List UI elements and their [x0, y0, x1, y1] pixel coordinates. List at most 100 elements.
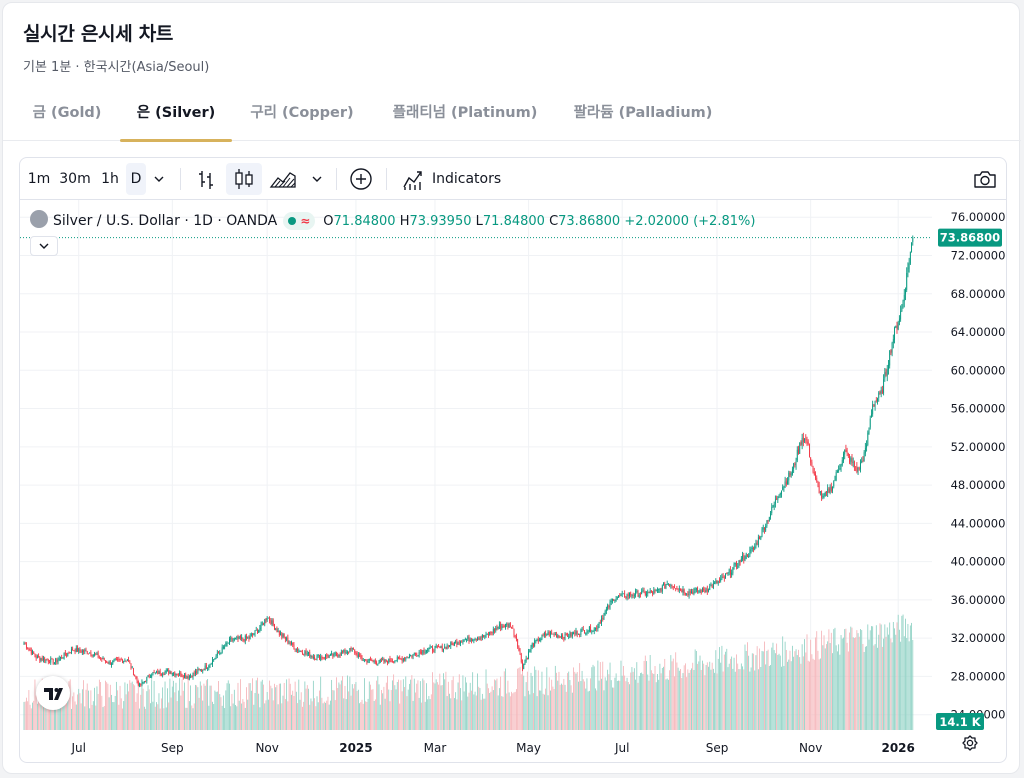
candle-body [131, 667, 133, 669]
volume-bar [122, 708, 123, 730]
candle-style-button[interactable] [226, 163, 262, 195]
volume-bar [112, 702, 114, 730]
candle-body [73, 650, 75, 652]
volume-bar [479, 688, 481, 730]
volume-bar [852, 637, 854, 730]
candle-body [576, 631, 578, 635]
candle-body [669, 584, 671, 586]
volume-bar [222, 695, 224, 730]
candle-body [717, 580, 719, 584]
compare-symbol-button[interactable] [344, 163, 378, 195]
chart-area[interactable]: 76.00000 72.00000 68.00000 64.00000 60.00000… [20, 200, 1006, 763]
candle-body [574, 632, 576, 634]
tab-copper[interactable]: 구리 (Copper) [250, 105, 354, 121]
volume-bar [680, 669, 681, 730]
volume-bar [68, 681, 70, 730]
volume-bar [105, 680, 106, 730]
candle-body [542, 634, 544, 636]
legend-collapse-button[interactable] [30, 236, 58, 256]
volume-bar [728, 663, 730, 730]
candle-body [239, 636, 241, 639]
candle-body [142, 681, 144, 683]
candle-body [396, 657, 398, 661]
bar-chart-icon [199, 171, 213, 189]
candlestick-icon [235, 169, 253, 189]
volume-bar [40, 700, 42, 730]
interval-30m-button[interactable]: 30m [59, 171, 91, 187]
volume-bar [154, 706, 156, 730]
volume-bar [286, 679, 288, 730]
candle-body [635, 591, 636, 595]
candle-body [852, 461, 854, 463]
candle-body [827, 488, 829, 493]
candle-body [757, 537, 759, 546]
price-chart[interactable]: 76.0000072.0000068.0000064.0000060.00000… [20, 200, 1006, 763]
candle-body [723, 577, 725, 579]
snapshot-button[interactable] [970, 163, 1000, 195]
volume-bar [789, 650, 791, 730]
candle-body [519, 649, 521, 655]
volume-bar [174, 692, 176, 730]
volume-bar [503, 671, 505, 730]
candle-body [799, 442, 801, 454]
candle-body [861, 460, 863, 463]
candle-body [86, 650, 88, 654]
volume-bar [316, 696, 318, 730]
candle-body [849, 455, 850, 463]
candle-body [539, 640, 540, 642]
tab-platinum[interactable]: 플래티넘 (Platinum) [392, 105, 538, 121]
volume-bar [747, 642, 748, 730]
volume-bar [632, 671, 634, 730]
candle-body [89, 652, 91, 654]
candle-body [70, 649, 72, 654]
candle-body [292, 642, 294, 645]
volume-bar [272, 700, 274, 730]
indicators-button[interactable]: Indicators [396, 163, 506, 195]
volume-bar [777, 654, 779, 730]
candle-body [781, 490, 782, 494]
interval-1h-button[interactable]: 1h [101, 171, 119, 187]
bar-style-button[interactable] [190, 163, 222, 195]
candle-body [457, 642, 459, 645]
chart-style-dropdown-button[interactable] [306, 163, 328, 195]
candle-body [822, 495, 824, 498]
candle-body [500, 623, 502, 629]
candle-body [387, 661, 388, 663]
volume-bar [77, 694, 78, 730]
tab-silver[interactable]: 은 (Silver) [120, 91, 232, 142]
volume-bar [495, 680, 497, 730]
volume-bar [353, 688, 354, 730]
volume-bar [646, 661, 647, 730]
volume-bar [284, 699, 286, 730]
volume-bar [708, 666, 709, 730]
volume-bar [507, 680, 509, 730]
candle-body [693, 590, 695, 594]
settings-gear-icon[interactable] [961, 734, 979, 752]
volume-bar [568, 671, 570, 730]
candle-body [715, 581, 717, 583]
volume-bar [413, 678, 415, 730]
market-status-badge[interactable]: ≈ [283, 212, 316, 230]
volume-bar [419, 681, 421, 730]
candle-body [365, 659, 367, 661]
interval-dropdown-button[interactable] [148, 163, 170, 195]
volume-bar [698, 661, 700, 730]
tradingview-logo[interactable] [36, 676, 70, 710]
volume-bar [225, 690, 227, 730]
tab-palladium[interactable]: 팔라듐 (Palladium) [573, 105, 713, 121]
volume-bar [136, 693, 138, 730]
chart-widget: 1m 30m 1h D [19, 157, 1007, 763]
tab-gold[interactable]: 금 (Gold) [32, 105, 102, 121]
area-style-button[interactable] [266, 163, 300, 195]
interval-d-button[interactable]: D [126, 163, 146, 195]
volume-bar [849, 632, 850, 730]
candle-body [114, 659, 116, 661]
candle-body [621, 593, 623, 595]
volume-bar [210, 685, 212, 730]
volume-bar [427, 699, 429, 730]
interval-1m-button[interactable]: 1m [27, 171, 51, 187]
candle-body [484, 636, 486, 638]
volume-bar [70, 708, 72, 730]
volume-bar [274, 683, 275, 730]
candle-body [92, 654, 94, 656]
